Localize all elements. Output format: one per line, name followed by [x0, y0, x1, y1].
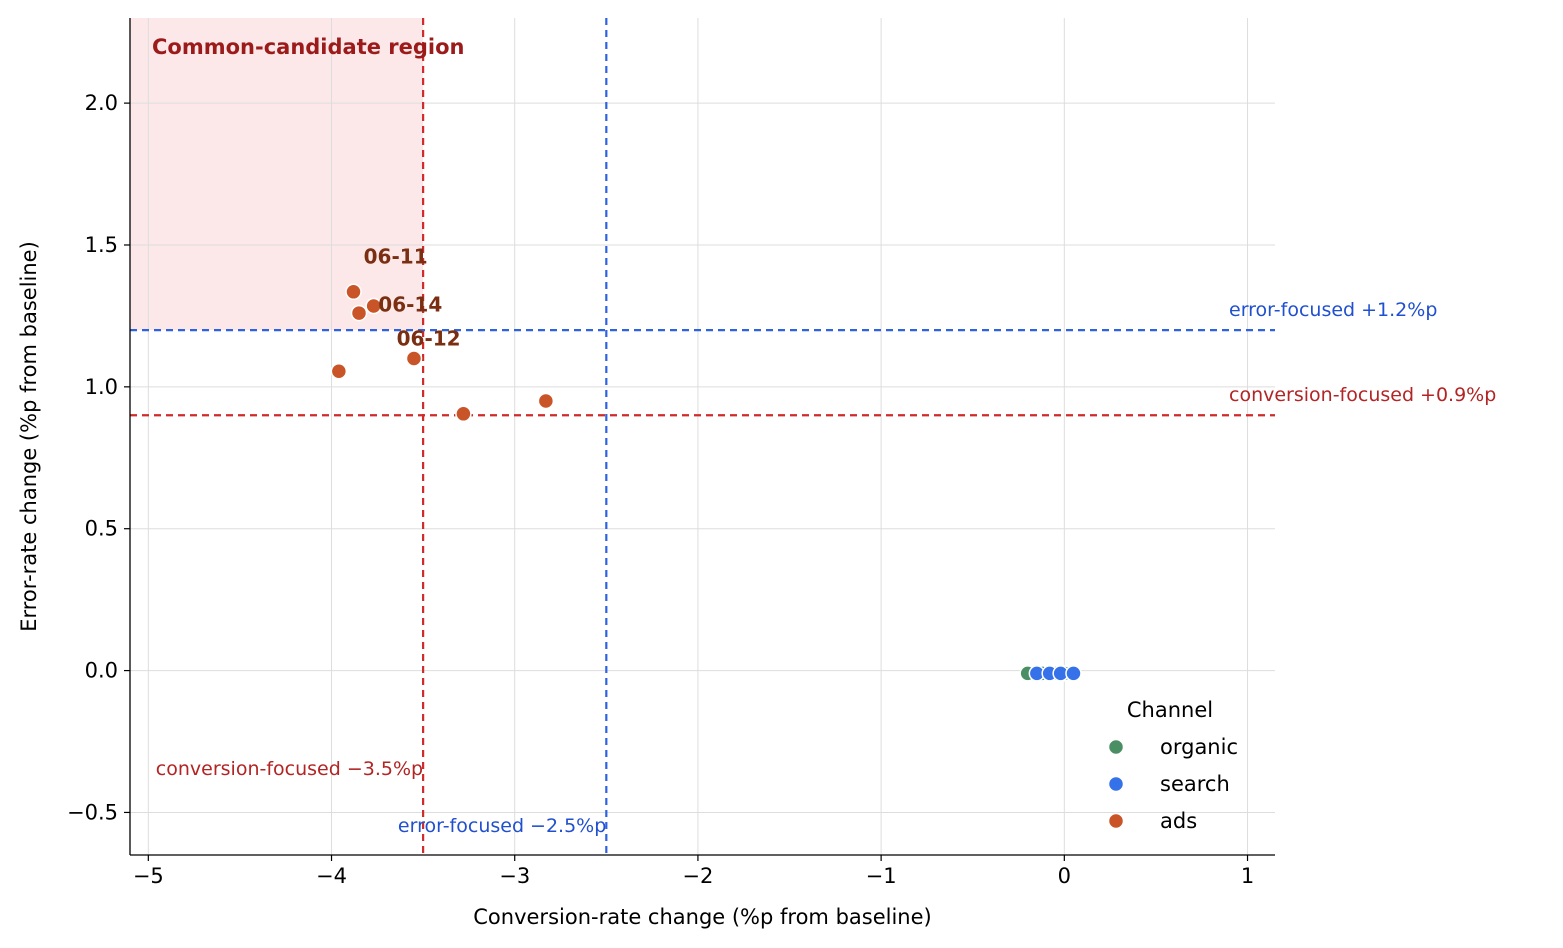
- data-point-ads: [365, 297, 382, 315]
- y-tick-label: 0.0: [85, 659, 118, 683]
- legend-label: ads: [1160, 809, 1197, 833]
- horizontal-threshold-label: conversion-focused +0.9%p: [1229, 384, 1496, 406]
- y-tick-label: 2.0: [85, 91, 118, 115]
- x-tick-label: −2: [682, 864, 713, 888]
- vertical-threshold-label: conversion-focused −3.5%p: [156, 758, 423, 780]
- y-tick-label: −0.5: [67, 800, 118, 824]
- legend-label: search: [1160, 772, 1230, 796]
- data-point-ads: [405, 350, 423, 367]
- x-tick-label: 0: [1058, 864, 1071, 888]
- y-tick-label: 1.5: [85, 233, 118, 257]
- legend-marker-organic: [1107, 738, 1125, 756]
- x-axis-label: Conversion-rate change (%p from baseline…: [473, 905, 931, 929]
- legend-title: Channel: [1127, 698, 1213, 722]
- x-tick-label: −5: [133, 864, 164, 888]
- data-point-ads: [537, 392, 555, 410]
- legend-label: organic: [1160, 735, 1238, 759]
- y-axis-label: Error-rate change (%p from baseline): [17, 241, 41, 632]
- data-point-ads: [350, 304, 368, 322]
- y-tick-label: 1.0: [85, 375, 118, 399]
- data-point-ads: [345, 283, 362, 301]
- horizontal-threshold-label: error-focused +1.2%p: [1229, 299, 1437, 321]
- data-point-ads: [455, 405, 472, 423]
- data-point-ads: [330, 362, 348, 380]
- point-label: 06-11: [364, 244, 428, 268]
- point-label: 06-12: [397, 327, 461, 351]
- x-tick-label: −1: [866, 864, 897, 888]
- x-tick-label: −4: [316, 864, 347, 888]
- vertical-threshold-label: error-focused −2.5%p: [398, 815, 606, 837]
- y-tick-label: 0.5: [85, 517, 118, 541]
- x-tick-label: 1: [1241, 864, 1254, 888]
- region-label: Common-candidate region: [152, 35, 465, 59]
- point-label: 06-14: [378, 293, 442, 317]
- data-point-search: [1065, 665, 1082, 682]
- legend-marker-ads: [1107, 812, 1125, 830]
- x-tick-label: −3: [499, 864, 530, 888]
- common-candidate-region: [130, 18, 424, 331]
- legend-marker-search: [1107, 775, 1125, 793]
